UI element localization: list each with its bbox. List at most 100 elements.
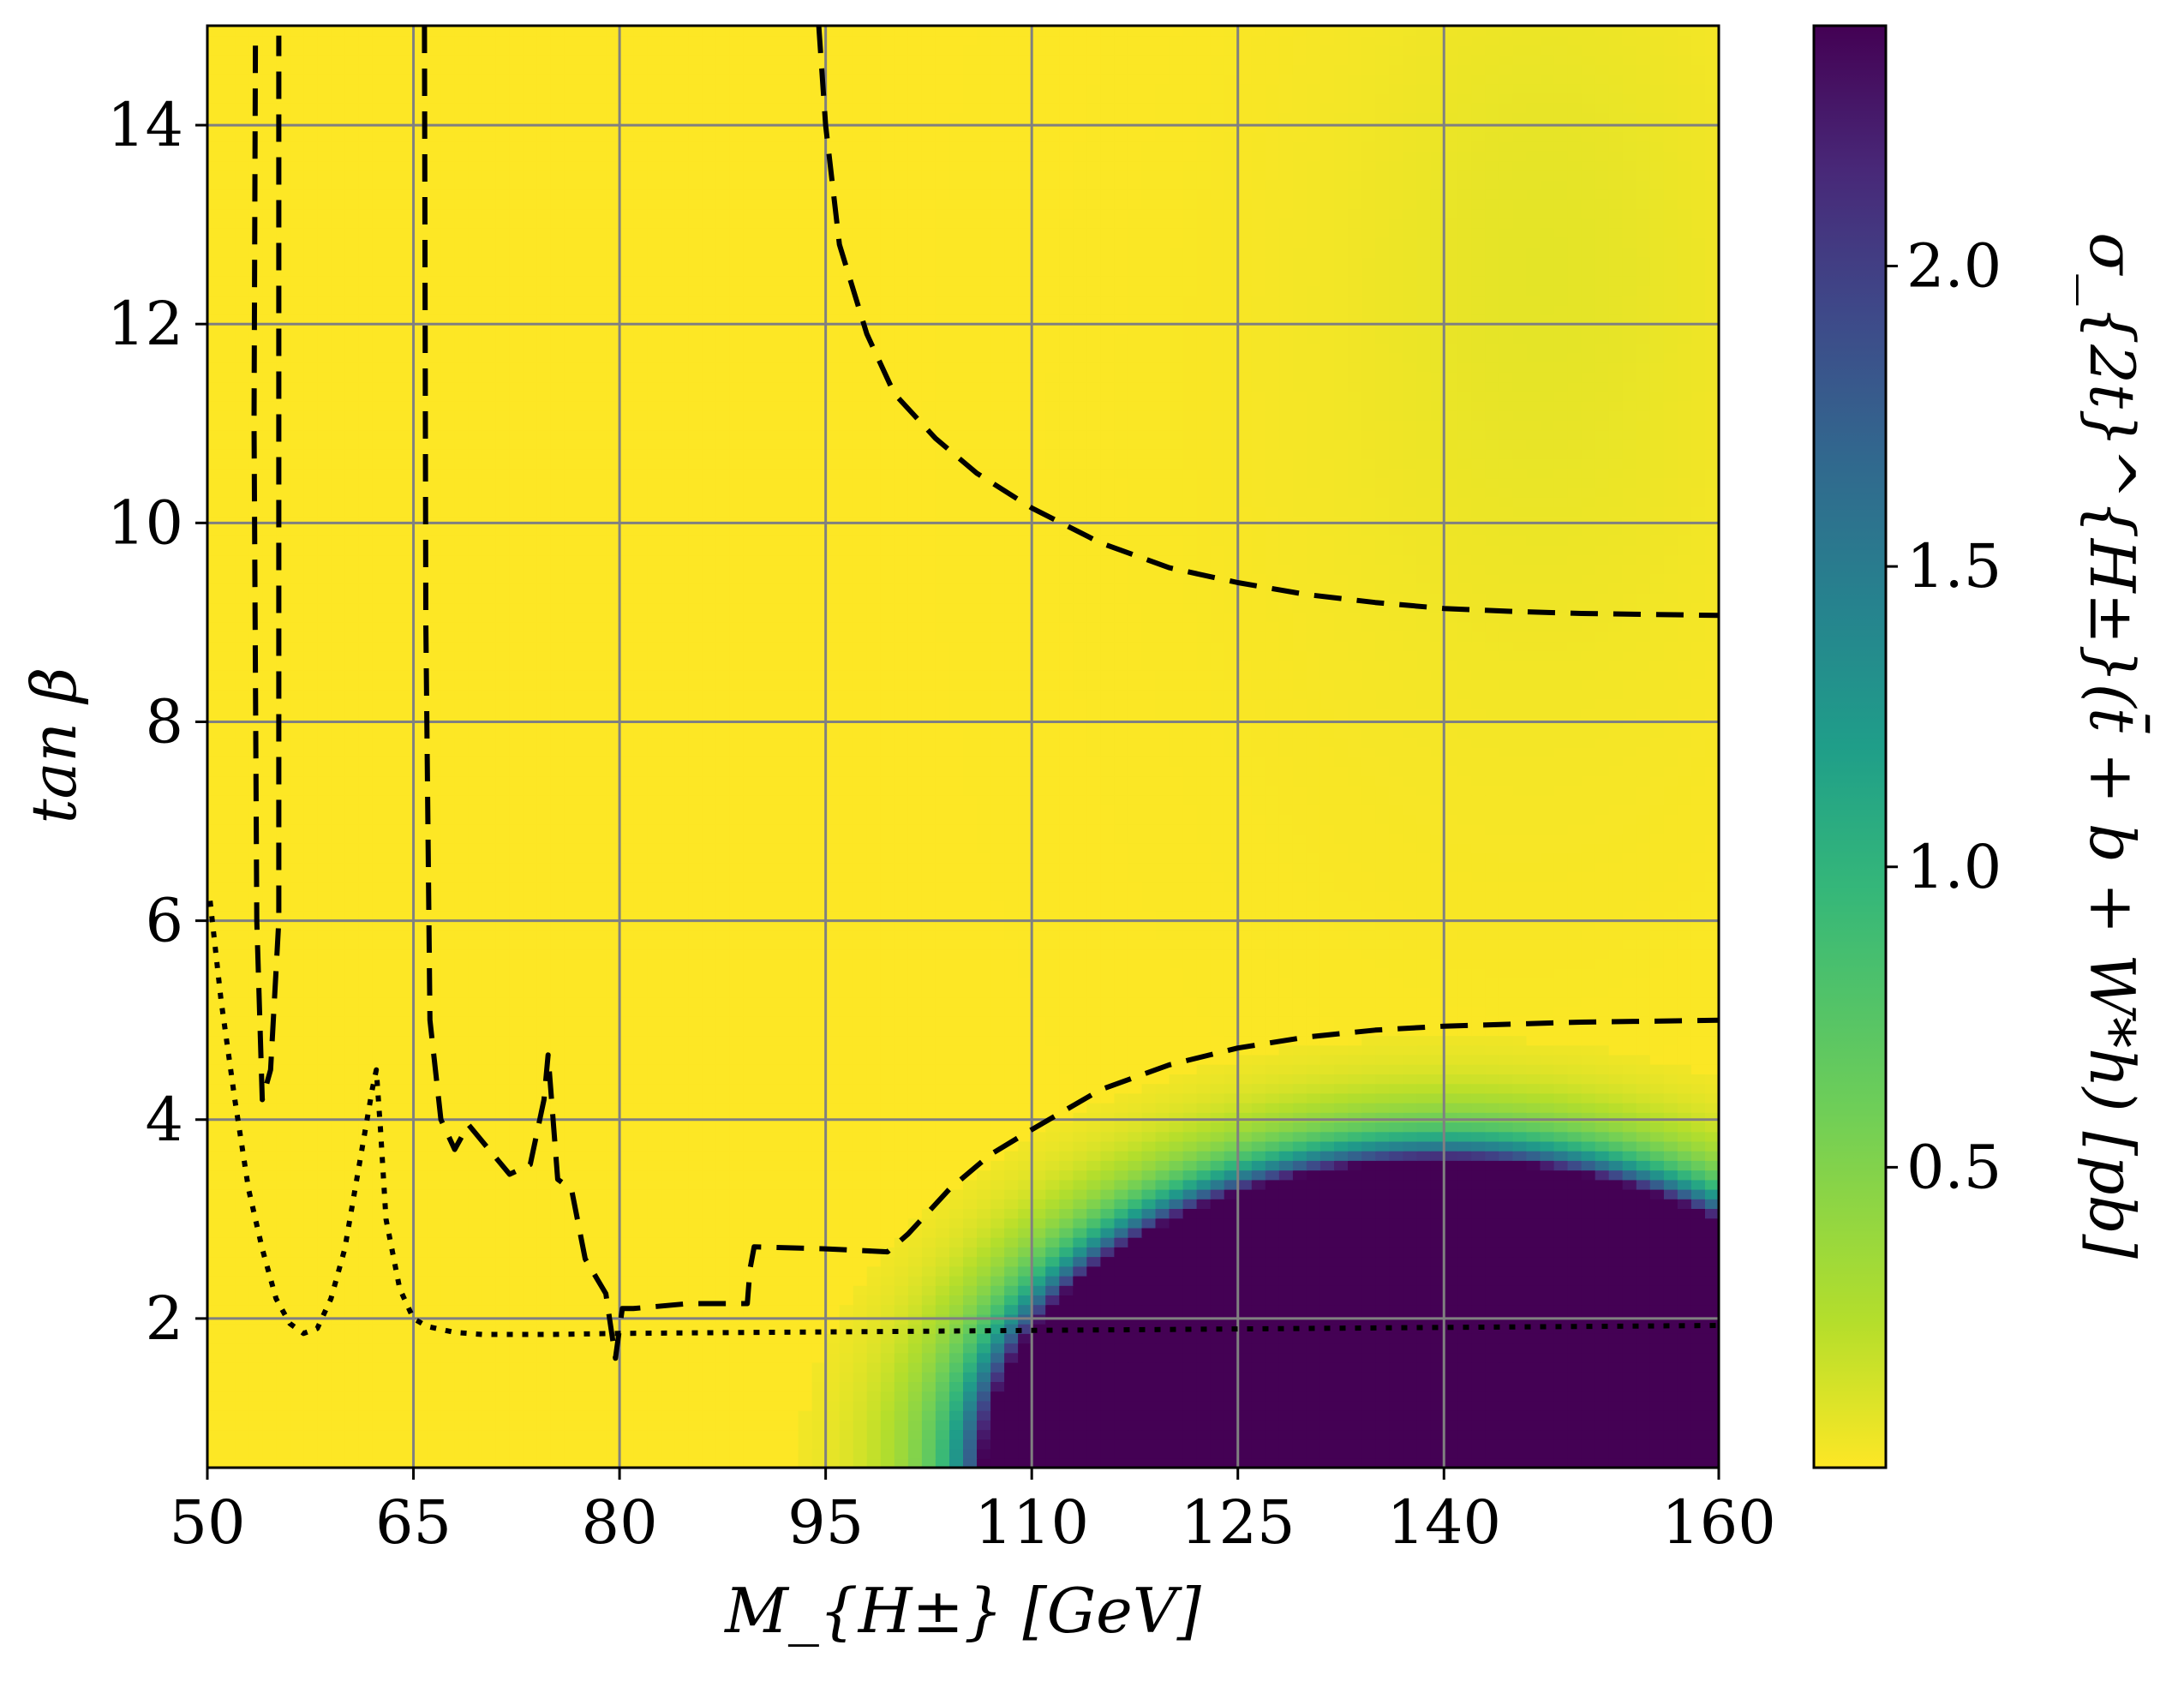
heatmap-cell bbox=[826, 1420, 841, 1430]
heatmap-cell bbox=[881, 1189, 895, 1199]
heatmap-cell bbox=[1086, 1160, 1101, 1170]
heatmap-cell bbox=[1650, 1352, 1665, 1362]
heatmap-cell bbox=[1430, 1333, 1445, 1343]
heatmap-cell bbox=[881, 1151, 895, 1161]
heatmap-cell bbox=[1595, 1333, 1610, 1343]
heatmap-cell bbox=[455, 1189, 470, 1199]
heatmap-cell bbox=[702, 1160, 716, 1170]
heatmap-cell bbox=[661, 1112, 675, 1122]
heatmap-cell bbox=[1004, 1055, 1019, 1065]
heatmap-cell bbox=[1128, 1372, 1142, 1382]
heatmap-cell bbox=[661, 1103, 675, 1113]
heatmap-cell bbox=[1128, 1449, 1142, 1459]
heatmap-cell bbox=[840, 1391, 854, 1401]
heatmap-cell bbox=[482, 1372, 497, 1382]
heatmap-cell bbox=[729, 1247, 744, 1257]
heatmap-cell bbox=[729, 1439, 744, 1449]
heatmap-cell bbox=[1266, 1276, 1280, 1286]
heatmap-cell bbox=[757, 1265, 772, 1276]
heatmap-cell bbox=[428, 1295, 442, 1305]
heatmap-cell bbox=[895, 1217, 909, 1228]
heatmap-cell bbox=[1595, 1112, 1610, 1122]
heatmap-cell bbox=[1114, 1439, 1128, 1449]
heatmap-cell bbox=[1650, 1074, 1665, 1084]
heatmap-cell bbox=[826, 1401, 841, 1411]
heatmap-cell bbox=[647, 1391, 661, 1401]
heatmap-cell bbox=[867, 1401, 882, 1411]
heatmap-cell bbox=[1403, 1381, 1417, 1391]
heatmap-cell bbox=[372, 1420, 386, 1430]
heatmap-cell bbox=[619, 1064, 634, 1074]
heatmap-cell bbox=[1609, 1391, 1624, 1401]
heatmap-cell bbox=[358, 1064, 373, 1074]
heatmap-cell bbox=[578, 1401, 593, 1411]
heatmap-cell bbox=[344, 1151, 359, 1161]
heatmap-cell bbox=[1430, 1055, 1445, 1065]
heatmap-cell bbox=[1307, 1265, 1321, 1276]
heatmap-cell bbox=[1045, 1160, 1060, 1170]
heatmap-cell bbox=[317, 1160, 332, 1170]
heatmap-cell bbox=[537, 1410, 552, 1421]
heatmap-cell bbox=[1252, 1179, 1266, 1189]
heatmap-cell bbox=[207, 1044, 222, 1055]
heatmap-cell bbox=[1293, 1333, 1307, 1343]
heatmap-cell bbox=[661, 1160, 675, 1170]
heatmap-cell bbox=[1128, 1064, 1142, 1074]
heatmap-cell bbox=[1073, 1381, 1087, 1391]
heatmap-cell bbox=[1114, 1237, 1128, 1247]
heatmap-cell bbox=[1485, 1189, 1499, 1199]
heatmap-cell bbox=[400, 1449, 415, 1459]
heatmap-cell bbox=[1430, 1160, 1445, 1170]
heatmap-cell bbox=[592, 1372, 607, 1382]
heatmap-cell bbox=[922, 1381, 936, 1391]
heatmap-cell bbox=[578, 1026, 593, 1036]
heatmap-cell bbox=[1197, 1420, 1212, 1430]
heatmap-cell bbox=[400, 1199, 415, 1209]
heatmap-cell bbox=[1156, 1103, 1170, 1113]
heatmap-cell bbox=[1389, 1170, 1403, 1180]
heatmap-cell bbox=[729, 1401, 744, 1411]
heatmap-cell bbox=[949, 1217, 964, 1228]
heatmap-cell bbox=[1568, 1362, 1583, 1373]
heatmap-cell bbox=[895, 1285, 909, 1295]
heatmap-cell bbox=[1361, 1151, 1376, 1161]
heatmap-cell bbox=[1032, 1429, 1046, 1439]
heatmap-cell bbox=[221, 1160, 236, 1170]
heatmap-cell bbox=[1623, 1074, 1637, 1084]
heatmap-cell bbox=[303, 1131, 318, 1141]
heatmap-cell bbox=[1457, 1103, 1472, 1113]
heatmap-cell bbox=[1568, 1391, 1583, 1401]
heatmap-cell bbox=[290, 1228, 304, 1238]
heatmap-cell bbox=[757, 1141, 772, 1152]
heatmap-cell bbox=[1582, 1208, 1596, 1218]
heatmap-cell bbox=[1389, 1391, 1403, 1401]
heatmap-cell bbox=[1032, 1439, 1046, 1449]
heatmap-cell bbox=[936, 1401, 950, 1411]
heatmap-cell bbox=[1266, 1092, 1280, 1103]
heatmap-cell bbox=[496, 1391, 511, 1401]
heatmap-cell bbox=[977, 1122, 991, 1132]
heatmap-cell bbox=[1004, 1228, 1019, 1238]
heatmap-cell bbox=[1554, 1083, 1569, 1093]
heatmap-cell bbox=[990, 1352, 1005, 1362]
heatmap-cell bbox=[303, 1256, 318, 1266]
heatmap-cell bbox=[1114, 1044, 1128, 1055]
heatmap-cell bbox=[674, 1439, 689, 1449]
heatmap-cell bbox=[963, 1276, 978, 1286]
heatmap-cell bbox=[1568, 1247, 1583, 1257]
heatmap-cell bbox=[1266, 1247, 1280, 1257]
heatmap-cell bbox=[482, 1362, 497, 1373]
heatmap-cell bbox=[853, 1035, 868, 1045]
heatmap-cell bbox=[771, 1352, 786, 1362]
heatmap-cell bbox=[1375, 1189, 1390, 1199]
heatmap-cell bbox=[303, 1285, 318, 1295]
heatmap-cell bbox=[469, 1265, 483, 1276]
heatmap-cell bbox=[1224, 1035, 1239, 1045]
heatmap-cell bbox=[1705, 1189, 1720, 1199]
heatmap-cell bbox=[1499, 1439, 1513, 1449]
heatmap-cell bbox=[482, 1189, 497, 1199]
heatmap-cell bbox=[469, 1199, 483, 1209]
heatmap-cell bbox=[1032, 1170, 1046, 1180]
heatmap-cell bbox=[1650, 1285, 1665, 1295]
heatmap-cell bbox=[1691, 1265, 1706, 1276]
